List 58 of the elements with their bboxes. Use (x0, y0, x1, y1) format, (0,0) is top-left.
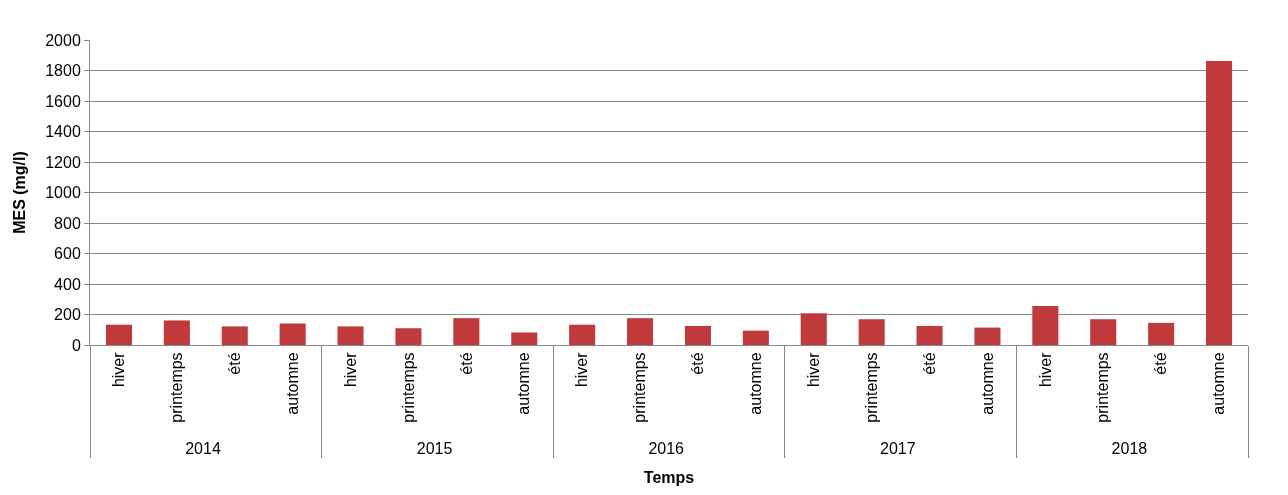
bar (916, 325, 943, 345)
bar (684, 325, 711, 345)
text: 2018 (1111, 440, 1148, 458)
bar (1090, 319, 1117, 345)
x-tick-label: printemps (399, 352, 417, 423)
y-tick-label: 1400 (45, 123, 81, 141)
text: 2014 (185, 440, 221, 458)
x-tick-label: printemps (862, 352, 880, 423)
y-tick-label: 0 (71, 336, 81, 354)
x-tick-label: été (225, 352, 243, 375)
y-tick-label: 800 (54, 214, 81, 232)
bar (627, 318, 654, 345)
text: 2016 (648, 440, 685, 458)
bar (1206, 60, 1233, 345)
bar (742, 330, 769, 345)
x-tick-label: hiver (804, 351, 822, 388)
bar (105, 324, 132, 345)
x-tick-label: automne (747, 352, 765, 415)
x-tick-label: automne (1210, 352, 1228, 415)
y-tick-label: 1200 (45, 153, 81, 171)
text: 2015 (416, 440, 453, 458)
y-tick-label: 600 (54, 245, 81, 263)
bar (511, 332, 538, 345)
x-tick-label: hiver (1036, 351, 1054, 388)
x-tick-label: printemps (631, 352, 649, 423)
y-tick-label: 1800 (45, 62, 81, 80)
x-tick-label: hiver (573, 351, 591, 388)
bar (453, 318, 480, 345)
x-tick-label: été (1152, 352, 1170, 375)
bar (221, 326, 248, 345)
bar (279, 323, 306, 345)
y-tick-label: 400 (54, 275, 81, 293)
y-tick-label: 2000 (45, 31, 81, 49)
bar (569, 324, 596, 345)
bar (337, 326, 364, 345)
x-tick-label: printemps (1094, 352, 1112, 423)
y-tick-label: 1000 (45, 184, 81, 202)
bar (1148, 322, 1175, 345)
text: 2017 (880, 440, 916, 458)
x-tick-label: automne (283, 352, 301, 415)
bar (858, 319, 885, 345)
x-tick-label: été (920, 352, 938, 375)
bar (1032, 306, 1059, 345)
bar (163, 320, 190, 345)
y-tick-label: 200 (54, 306, 81, 324)
x-tick-label: hiver (341, 351, 359, 388)
x-tick-label: automne (515, 352, 533, 415)
bar (974, 327, 1001, 345)
bar (800, 313, 827, 345)
x-tick-label: été (689, 352, 707, 375)
y-axis-title: MES (mg/l) (11, 151, 29, 234)
x-tick-label: été (457, 352, 475, 375)
x-tick-label: automne (978, 352, 996, 415)
x-tick-label: printemps (168, 352, 186, 423)
bar (395, 328, 422, 345)
y-tick-label: 1600 (45, 92, 81, 110)
x-axis-title: Temps (643, 468, 695, 486)
x-tick-label: hiver (110, 351, 128, 388)
